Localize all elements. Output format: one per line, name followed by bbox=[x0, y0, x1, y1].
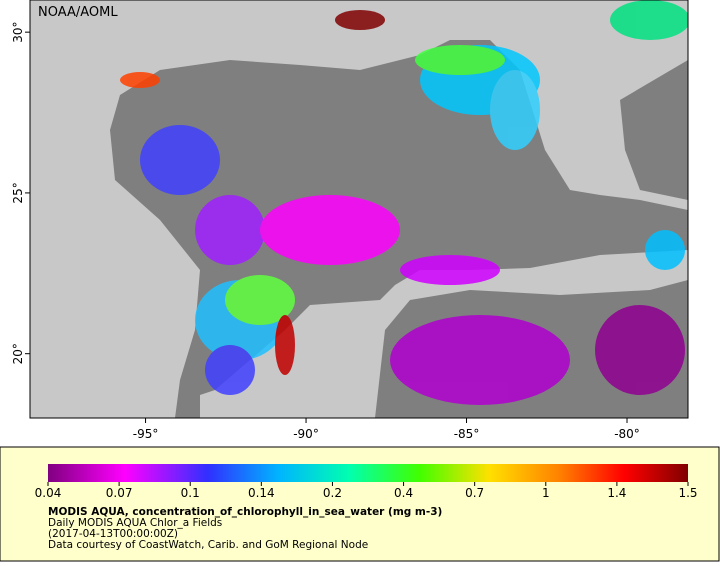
lon-tick-label: -90° bbox=[293, 427, 319, 441]
chlorophyll-overlay bbox=[120, 0, 688, 405]
colorbar-tick-label: 0.7 bbox=[465, 486, 484, 500]
credit: NOAA/AOML bbox=[38, 5, 118, 20]
colorbar-tick-label: 1.4 bbox=[607, 486, 626, 500]
colorbar-ticks: 0.04 0.07 0.1 0.14 0.2 0.4 0.7 1 1.4 1.5 bbox=[35, 482, 698, 500]
colorbar bbox=[48, 464, 688, 482]
colorbar-tick-label: 1 bbox=[542, 486, 550, 500]
lon-tick-label: -80° bbox=[614, 427, 640, 441]
map-area bbox=[30, 0, 688, 418]
colorbar-tick-label: 0.04 bbox=[35, 486, 62, 500]
lat-tick-label: 30° bbox=[11, 22, 25, 43]
lat-tick-label: 20° bbox=[11, 343, 25, 364]
atlantic bbox=[620, 60, 688, 200]
caption-line: Daily MODIS AQUA Chlor_a Fields bbox=[48, 517, 222, 529]
lat-tick-label: 25° bbox=[11, 182, 25, 203]
axes: -95° -90° -85° -80° 20° 25° 30° bbox=[11, 22, 640, 441]
lon-tick-label: -95° bbox=[133, 427, 159, 441]
colorbar-tick-label: 0.14 bbox=[248, 486, 275, 500]
caption-line: (2017-04-13T00:00:00Z) bbox=[48, 528, 178, 540]
colorbar-tick-label: 1.5 bbox=[678, 486, 697, 500]
caption-line: Data courtesy of CoastWatch, Carib. and … bbox=[48, 539, 368, 551]
colorbar-tick-label: 0.07 bbox=[106, 486, 133, 500]
colorbar-tick-label: 0.2 bbox=[323, 486, 342, 500]
caption-title: MODIS AQUA, concentration_of_chlorophyll… bbox=[48, 506, 442, 518]
colorbar-tick-label: 0.1 bbox=[181, 486, 200, 500]
lon-tick-label: -85° bbox=[454, 427, 480, 441]
colorbar-tick-label: 0.4 bbox=[394, 486, 413, 500]
map-frame bbox=[29, 0, 689, 419]
